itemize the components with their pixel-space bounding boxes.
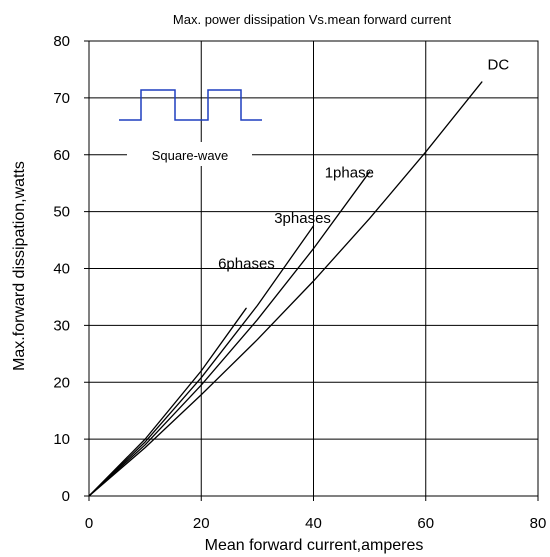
plot-frame	[88, 40, 539, 497]
x-tick-label: 20	[193, 515, 210, 532]
y-tick-label: 70	[53, 90, 70, 107]
series-line-dc	[88, 81, 483, 497]
y-tick-label: 10	[53, 431, 70, 448]
x-tick-label: 80	[530, 515, 547, 532]
annotation-label: Square-wave	[152, 148, 229, 163]
x-tick-label: 60	[417, 515, 434, 532]
series-layer	[88, 81, 483, 497]
y-tick-label: 40	[53, 261, 70, 278]
x-tick-label: 0	[85, 515, 93, 532]
series-label: 6phases	[218, 256, 275, 273]
y-tick-label: 50	[53, 204, 70, 221]
series-line-3phases	[88, 225, 315, 497]
axis-layer: 0 10 20 30 40 50 60 70 80 0 20 40 60 80	[53, 33, 546, 532]
annotation-background	[127, 142, 252, 166]
y-tick-label: 80	[53, 33, 70, 50]
y-tick-label: 0	[62, 488, 70, 505]
series-label-layer: DC 1phase 3phases 6phases	[218, 56, 509, 272]
y-axis-title: Max.forward dissipation,watts	[11, 161, 28, 371]
x-axis-title: Mean forward current,amperes	[205, 537, 424, 554]
y-tick-label: 60	[53, 147, 70, 164]
y-tick-label: 20	[53, 374, 70, 391]
series-label: DC	[487, 56, 509, 73]
square-wave-legend: Square-wave	[119, 89, 262, 166]
y-tick-label: 30	[53, 317, 70, 334]
grid-layer	[88, 40, 539, 497]
series-line-1phase	[88, 171, 371, 497]
chart-title: Max. power dissipation Vs.mean forward c…	[173, 12, 452, 27]
series-label: 3phases	[274, 210, 331, 227]
x-tick-label: 40	[305, 515, 322, 532]
series-label: 1phase	[325, 165, 374, 182]
square-wave-icon	[119, 89, 262, 121]
series-line-6phases	[88, 307, 247, 497]
